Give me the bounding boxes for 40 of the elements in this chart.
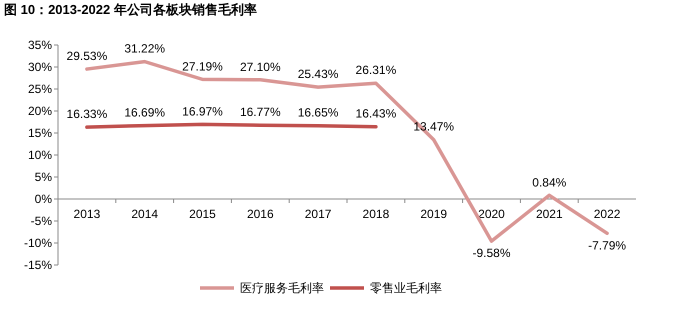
ytick: 10% <box>28 148 52 162</box>
label: 16.65% <box>298 106 338 120</box>
label: -7.79% <box>588 238 626 252</box>
label: 25.43% <box>298 67 338 82</box>
xtick: 2018 <box>362 207 390 221</box>
label: 26.31% <box>356 63 396 78</box>
xtick: 2015 <box>189 207 216 221</box>
label: 16.43% <box>356 106 396 121</box>
label: 16.77% <box>240 105 281 120</box>
label: 16.69% <box>124 106 166 120</box>
label: -9.58% <box>472 246 511 260</box>
ytick: -15% <box>24 258 52 272</box>
ytick: 15% <box>28 126 52 140</box>
xtick: 2019 <box>420 207 448 221</box>
ytick: 20% <box>28 104 52 118</box>
ytick: -5% <box>30 214 52 228</box>
xtick: 2017 <box>304 207 332 221</box>
label: 0.84% <box>532 175 566 190</box>
xtick: 2014 <box>131 207 158 221</box>
label: 29.53% <box>66 49 108 64</box>
ytick: -10% <box>24 236 52 250</box>
xtick: 2013 <box>74 207 100 221</box>
legend: 医疗服务毛利率 <box>240 281 324 295</box>
ytick: 25% <box>28 82 52 96</box>
ytick: 5% <box>34 170 52 184</box>
xtick: 2020 <box>478 207 505 221</box>
label: 27.10% <box>240 60 281 74</box>
label: 13.47% <box>413 120 454 134</box>
xtick: 2021 <box>536 207 563 221</box>
label: 31.22% <box>124 42 166 56</box>
xtick: 2022 <box>594 207 620 221</box>
legend: 零售业毛利率 <box>370 281 442 295</box>
label: 16.97% <box>182 104 223 118</box>
label: 27.19% <box>182 59 223 74</box>
label: 16.33% <box>66 107 108 122</box>
ytick: 30% <box>28 60 52 74</box>
ytick: 35% <box>28 38 52 52</box>
xtick: 2016 <box>246 207 274 221</box>
ytick: 0% <box>34 192 52 206</box>
title: 图 10：2013-2022 年公司各板块销售毛利率 <box>4 2 257 17</box>
